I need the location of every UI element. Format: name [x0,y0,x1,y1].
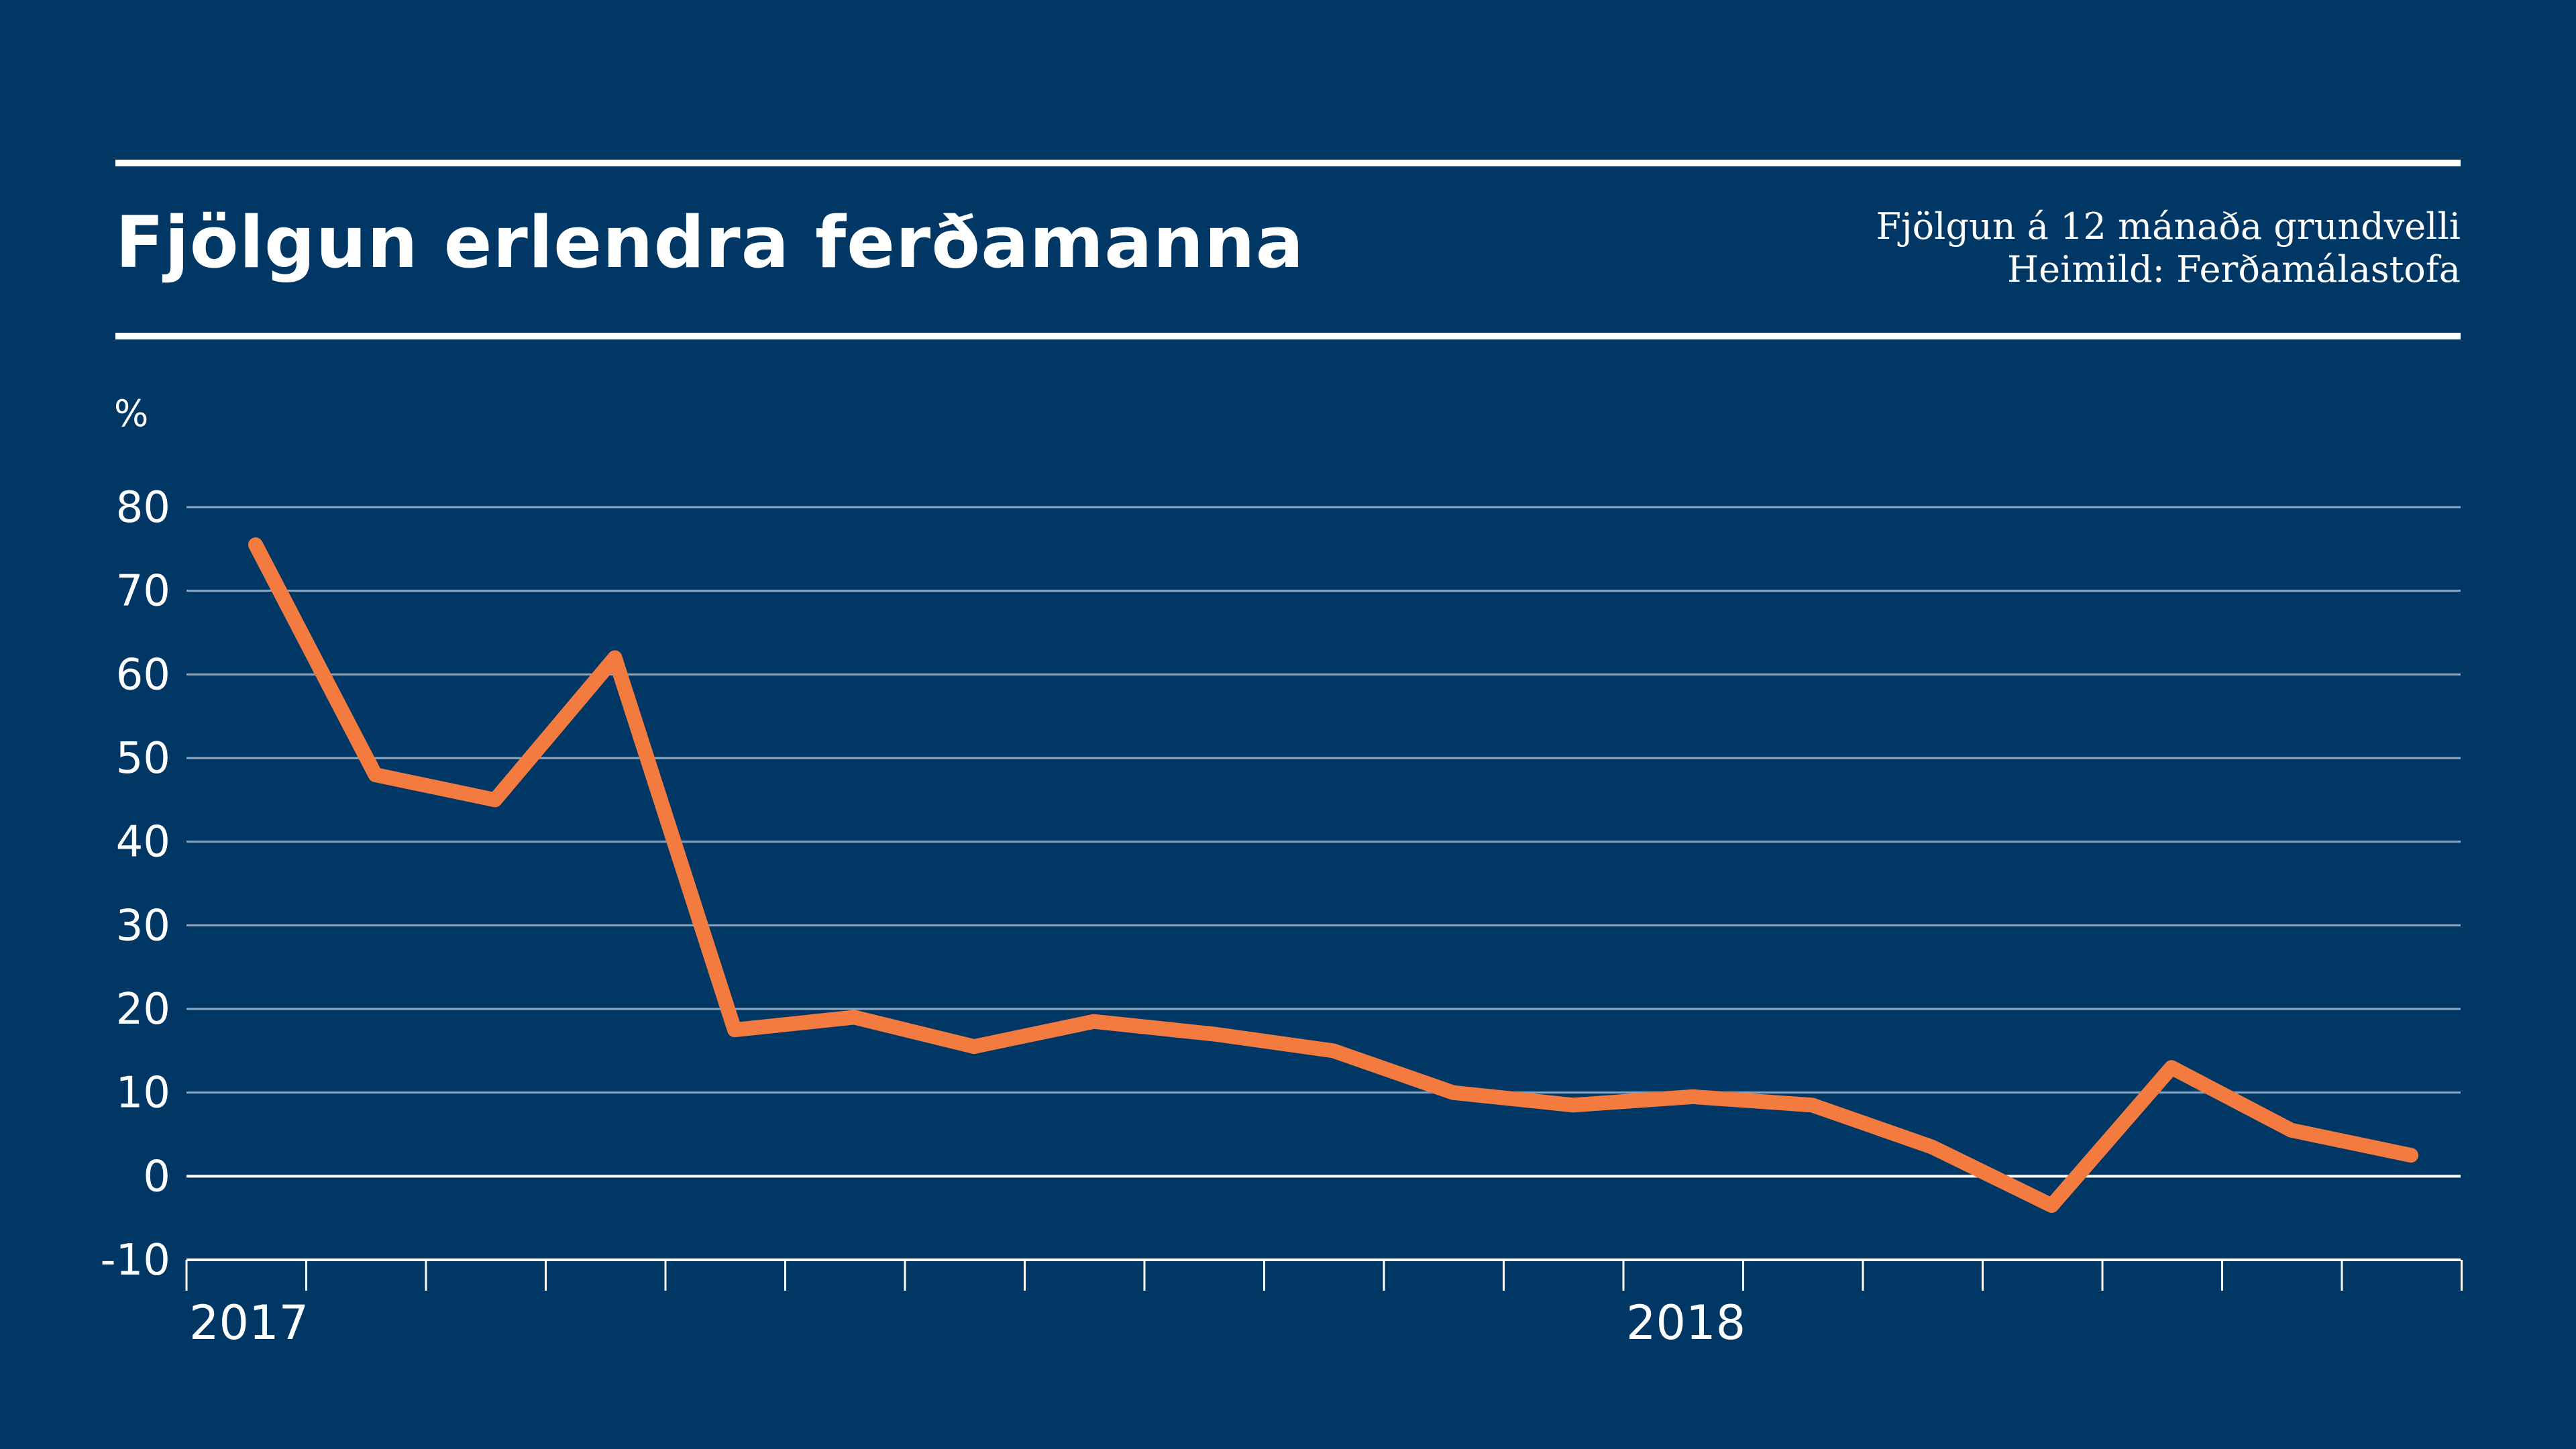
data-point-10 [1452,1091,1454,1093]
chart-subtitle: Fjölgun á 12 mánaða grundvelli Heimild: … [1876,205,2461,291]
data-point-6 [973,1046,975,1048]
data-point-13 [1811,1104,1813,1106]
data-point-15 [2051,1204,2053,1206]
y-tick-label-60: 60 [116,650,170,700]
top-rule [115,160,2461,166]
x-tick-labels: 2017 2018 [189,1295,1746,1350]
data-point-8 [1213,1033,1214,1035]
y-tick-label-10: 10 [116,1069,170,1118]
gridlines [186,506,2461,1178]
y-tick-label-70: 70 [116,567,170,616]
x-tick-label-2018: 2018 [1626,1295,1746,1350]
subtitle-line-1: Fjölgun á 12 mánaða grundvelli [1876,205,2461,248]
series-group [248,537,2418,1213]
y-tick-label-80: 80 [116,483,170,533]
y-tick-label-30: 30 [116,901,170,951]
data-point-5 [853,1016,855,1018]
x-axis [185,1258,2463,1291]
data-point-18 [2410,1155,2412,1157]
data-point-3 [614,657,616,659]
y-tick-label-20: 20 [116,985,170,1034]
y-tick-labels: -10 0 10 20 30 40 50 60 70 80 [100,483,170,1285]
data-point-17 [2290,1129,2292,1131]
data-point-14 [1931,1146,1933,1148]
data-point-16 [2171,1067,2172,1069]
y-tick-label-40: 40 [116,818,170,867]
y-tick-label--10: -10 [100,1236,170,1285]
x-tick-label-2017: 2017 [189,1295,309,1350]
chart-title: Fjölgun erlendra ferðamanna [115,201,1305,284]
data-point-1 [374,773,376,775]
series-line-0 [248,537,2418,1213]
bottom-rule [115,333,2461,339]
data-point-4 [734,1029,735,1031]
y-axis-unit-label: % [114,392,149,435]
data-point-2 [494,799,496,801]
data-point-12 [1692,1095,1693,1097]
data-point-0 [255,544,256,546]
y-tick-label-0: 0 [143,1152,170,1201]
data-point-11 [1572,1104,1574,1106]
data-point-9 [1332,1050,1334,1052]
subtitle-line-2: Heimild: Ferðamálastofa [2007,248,2461,290]
y-tick-label-50: 50 [116,734,170,784]
data-point-7 [1093,1020,1095,1022]
